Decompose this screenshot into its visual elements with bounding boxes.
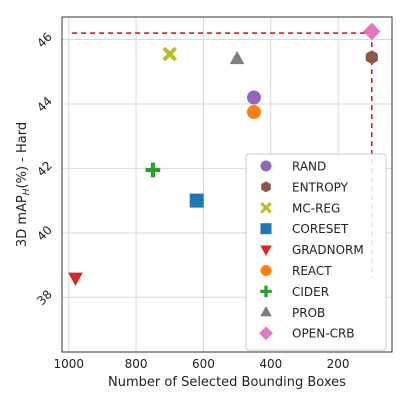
x-tick-label: 1000	[53, 357, 84, 371]
legend-marker-rand	[260, 160, 272, 172]
marker-cider	[145, 162, 161, 178]
y-axis-label-prefix: 3D mAP	[15, 195, 30, 247]
legend-box	[245, 153, 387, 351]
y-axis-label: 3D mAPH(%) - Hard	[15, 122, 32, 247]
legend-label-gradnorm: GRADNORM	[292, 243, 364, 257]
plot-frame	[61, 16, 393, 353]
x-axis-label: Number of Selected Bounding Boxes	[108, 375, 346, 390]
data-markers	[68, 22, 381, 286]
x-tick-label: 800	[125, 357, 148, 371]
reference-lines	[72, 32, 373, 278]
legend: RAND ENTROPY MC-REG CORESET GRADNORM REACT CID…	[245, 153, 387, 351]
legend-label-prob: PROB	[292, 306, 325, 320]
legend-label-cider: CIDER	[292, 285, 329, 299]
marker-coreset	[189, 193, 204, 208]
marker-entropy	[365, 50, 378, 65]
x-tick-label: 600	[192, 357, 215, 371]
marker-rand	[246, 90, 261, 105]
legend-marker-mc-reg	[260, 202, 272, 214]
marker-mc-reg	[162, 46, 178, 62]
legend-label-rand: RAND	[292, 160, 326, 174]
marker-prob	[229, 50, 245, 65]
legend-label-coreset: CORESET	[292, 222, 349, 236]
legend-marker-gradnorm	[260, 245, 272, 256]
legend-label-entropy: ENTROPY	[292, 180, 349, 194]
legend-label-react: REACT	[292, 264, 332, 278]
marker-open-crb	[363, 22, 381, 41]
y-axis-label-subscript: H	[22, 188, 32, 195]
legend-label-open-crb: OPEN-CRB	[292, 327, 355, 341]
legend-marker-entropy	[261, 181, 271, 193]
legend-label-mc-reg: MC-REG	[292, 201, 340, 215]
marker-gradnorm	[68, 272, 83, 286]
marker-react	[246, 105, 261, 120]
legend-marker-react	[260, 265, 272, 276]
x-tick-label: 200	[327, 357, 350, 371]
x-tick-label: 400	[259, 357, 282, 371]
legend-marker-cider	[260, 285, 272, 298]
y-axis-label-suffix: (%) - Hard	[15, 122, 30, 189]
legend-marker-open-crb	[259, 326, 273, 341]
legend-marker-prob	[260, 305, 272, 317]
legend-marker-coreset	[260, 223, 272, 235]
